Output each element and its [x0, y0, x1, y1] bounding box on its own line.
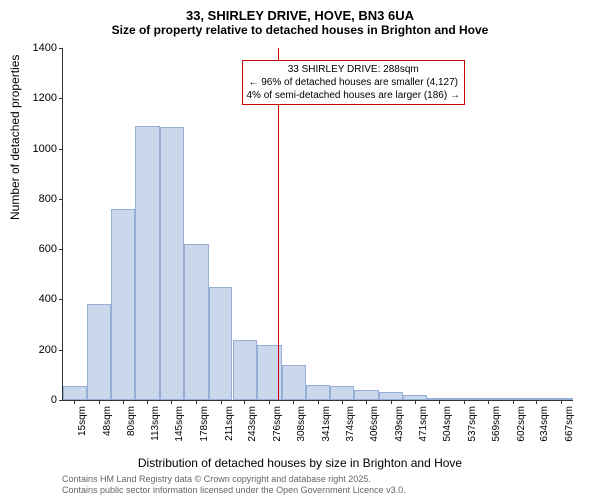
x-tick-label: 569sqm: [491, 406, 502, 442]
histogram-bar: [379, 392, 403, 400]
x-tick-label: 178sqm: [199, 406, 210, 442]
callout-line: 33 SHIRLEY DRIVE: 288sqm: [247, 63, 460, 76]
x-tick-label: 504sqm: [442, 406, 453, 442]
x-tick-mark: [221, 400, 222, 404]
x-tick-mark: [99, 400, 100, 404]
y-tick-mark: [59, 149, 63, 150]
histogram-bar: [87, 304, 111, 400]
x-tick-label: 308sqm: [296, 406, 307, 442]
chart-container: 33, SHIRLEY DRIVE, HOVE, BN3 6UA Size of…: [0, 0, 600, 500]
y-tick-mark: [59, 48, 63, 49]
histogram-bar: [330, 386, 354, 400]
callout-box: 33 SHIRLEY DRIVE: 288sqm← 96% of detache…: [242, 60, 465, 105]
x-tick-label: 406sqm: [369, 406, 380, 442]
y-tick-label: 400: [17, 293, 63, 305]
x-tick-mark: [318, 400, 319, 404]
y-tick-mark: [59, 98, 63, 99]
x-tick-mark: [513, 400, 514, 404]
chart-footer: Contains HM Land Registry data © Crown c…: [62, 474, 406, 496]
y-tick-label: 1000: [17, 143, 63, 155]
histogram-bar: [63, 386, 87, 400]
x-tick-mark: [342, 400, 343, 404]
x-tick-mark: [269, 400, 270, 404]
x-tick-label: 602sqm: [516, 406, 527, 442]
histogram-bar: [135, 126, 160, 400]
x-tick-label: 145sqm: [174, 406, 185, 442]
x-tick-mark: [536, 400, 537, 404]
x-tick-mark: [464, 400, 465, 404]
x-tick-label: 537sqm: [467, 406, 478, 442]
x-tick-label: 113sqm: [150, 406, 161, 441]
x-tick-mark: [561, 400, 562, 404]
x-axis-label: Distribution of detached houses by size …: [0, 456, 600, 470]
y-tick-label: 600: [17, 243, 63, 255]
y-tick-label: 0: [17, 394, 63, 406]
y-tick-mark: [59, 350, 63, 351]
x-tick-label: 276sqm: [272, 406, 283, 442]
y-tick-label: 1400: [17, 42, 63, 54]
y-tick-mark: [59, 400, 63, 401]
histogram-bar: [184, 244, 209, 400]
histogram-bar: [160, 127, 184, 400]
x-tick-label: 80sqm: [126, 406, 137, 436]
x-tick-label: 341sqm: [321, 406, 332, 442]
x-tick-mark: [196, 400, 197, 404]
x-tick-label: 243sqm: [247, 406, 258, 442]
y-tick-mark: [59, 299, 63, 300]
histogram-bar: [111, 209, 136, 400]
callout-line: ← 96% of detached houses are smaller (4,…: [247, 76, 460, 89]
x-tick-mark: [488, 400, 489, 404]
plot-area: 020040060080010001200140015sqm48sqm80sqm…: [62, 48, 573, 401]
x-tick-label: 634sqm: [539, 406, 550, 442]
x-tick-mark: [415, 400, 416, 404]
histogram-bar: [209, 287, 233, 400]
x-tick-mark: [244, 400, 245, 404]
x-tick-label: 667sqm: [564, 406, 575, 442]
chart-title-main: 33, SHIRLEY DRIVE, HOVE, BN3 6UA: [0, 0, 600, 23]
chart-title-sub: Size of property relative to detached ho…: [0, 23, 600, 41]
x-tick-label: 439sqm: [394, 406, 405, 442]
x-tick-mark: [293, 400, 294, 404]
callout-line: 4% of semi-detached houses are larger (1…: [247, 89, 460, 102]
x-tick-label: 211sqm: [224, 406, 235, 441]
x-tick-mark: [171, 400, 172, 404]
histogram-bar: [233, 340, 258, 400]
footer-line-1: Contains HM Land Registry data © Crown c…: [62, 474, 406, 485]
y-tick-label: 800: [17, 193, 63, 205]
y-tick-mark: [59, 199, 63, 200]
x-tick-label: 374sqm: [345, 406, 356, 442]
histogram-bar: [354, 390, 379, 400]
footer-line-2: Contains public sector information licen…: [62, 485, 406, 496]
y-tick-mark: [59, 249, 63, 250]
x-tick-mark: [391, 400, 392, 404]
x-tick-mark: [123, 400, 124, 404]
x-tick-label: 15sqm: [77, 406, 88, 436]
x-tick-label: 48sqm: [102, 406, 113, 436]
y-tick-label: 1200: [17, 92, 63, 104]
x-tick-mark: [439, 400, 440, 404]
x-tick-mark: [74, 400, 75, 404]
histogram-bar: [306, 385, 331, 400]
x-tick-mark: [147, 400, 148, 404]
y-tick-label: 200: [17, 344, 63, 356]
x-tick-label: 471sqm: [418, 406, 429, 442]
x-tick-mark: [366, 400, 367, 404]
histogram-bar: [282, 365, 306, 400]
